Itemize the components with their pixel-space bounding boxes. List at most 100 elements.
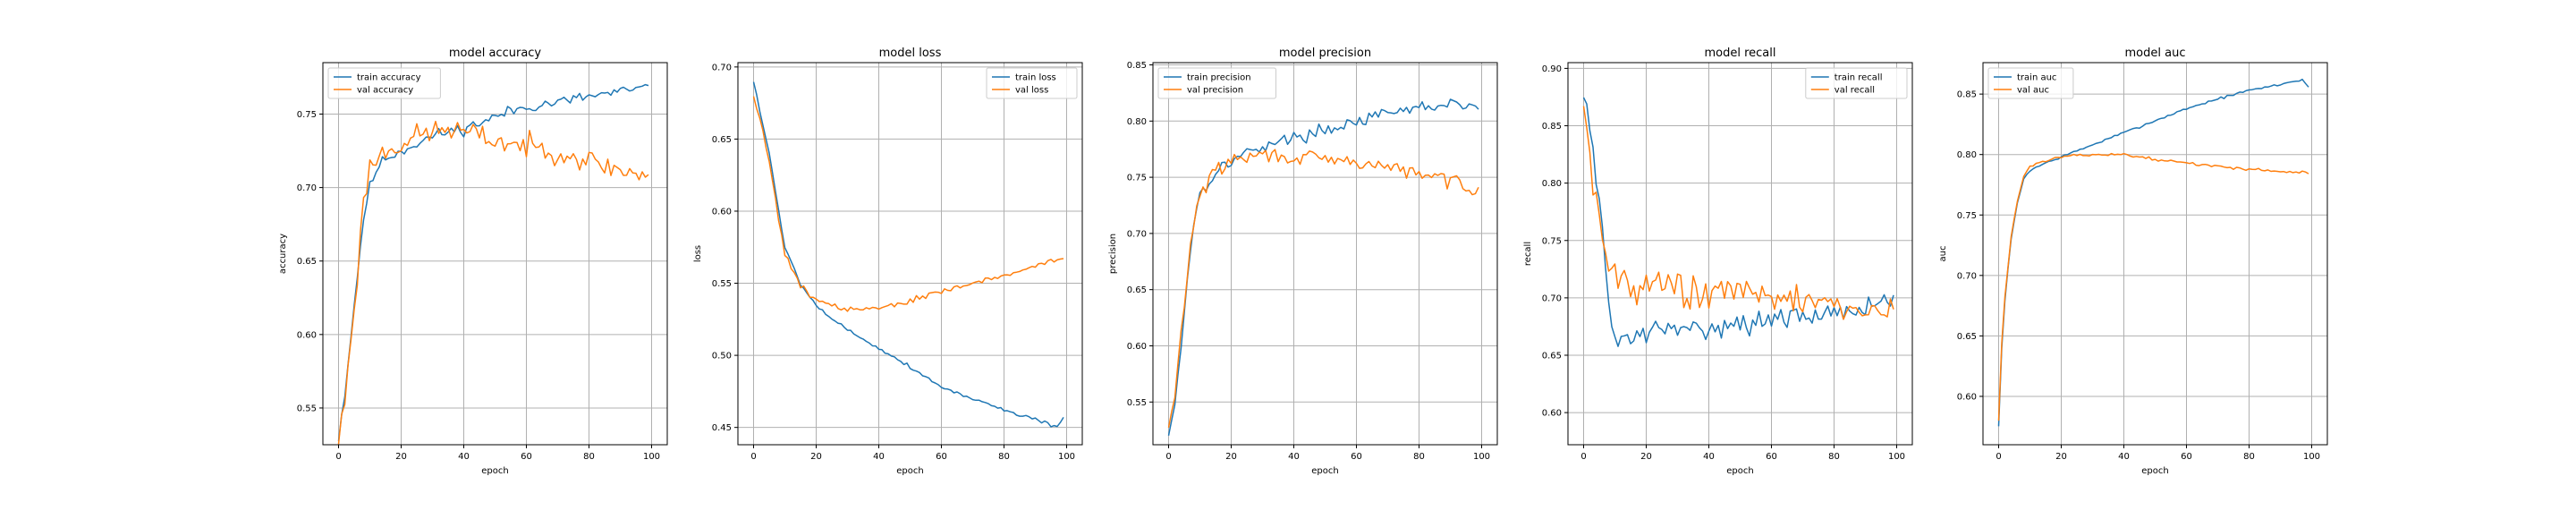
legend-box: [986, 67, 1078, 99]
chart-title: model precision: [1279, 47, 1371, 60]
x-tick-label: 100: [1473, 452, 1490, 462]
x-tick-label: 20: [1640, 452, 1652, 462]
legend-label: train accuracy: [357, 73, 421, 83]
axes-frame: [737, 62, 1083, 446]
y-tick-label: 0.55: [1127, 398, 1147, 408]
y-tick-label: 0.65: [1542, 351, 1562, 361]
y-tick-label: 0.70: [712, 63, 732, 72]
x-tick-label: 20: [395, 452, 407, 462]
y-tick-label: 0.65: [297, 257, 317, 267]
legend-label: train recall: [1835, 73, 1883, 83]
axes-frame: [1152, 62, 1498, 446]
y-axis-label: loss: [693, 245, 703, 262]
x-tick-label: 40: [458, 452, 470, 462]
chart-panel-1: 0 20 40 60 80 100 0.55 0.60 0.65 0.70 0.75 model ac…: [278, 47, 668, 476]
x-tick-label: 80: [1828, 452, 1840, 462]
series-line-train: [337, 83, 649, 441]
x-tick-label: 40: [1703, 452, 1715, 462]
chart-panel-4: 0 20 40 60 80 100 0.60 0.65 0.70 0.75 0.80 0.85 0.90…: [1523, 47, 1913, 476]
series-line-train: [752, 81, 1064, 428]
y-tick-label: 0.45: [712, 423, 732, 433]
y-tick-label: 0.75: [1957, 211, 1977, 221]
x-tick-label: 80: [1413, 452, 1425, 462]
x-tick-label: 60: [1351, 452, 1362, 462]
series-line-train: [1997, 78, 2309, 427]
y-axis-label: precision: [1108, 234, 1118, 274]
y-tick-label: 0.75: [297, 110, 317, 120]
chart-panel-3: 0 20 40 60 80 100 0.55 0.60 0.65 0.70 0.75 0.80 0.85…: [1108, 47, 1498, 476]
series-line-val: [337, 120, 649, 445]
y-tick-label: 0.60: [297, 330, 317, 340]
y-tick-label: 0.80: [1127, 117, 1147, 127]
y-tick-label: 0.70: [297, 183, 317, 193]
x-tick-label: 100: [2303, 452, 2320, 462]
y-tick-label: 0.55: [712, 279, 732, 289]
x-tick-label: 60: [2181, 452, 2192, 462]
x-tick-label: 40: [1288, 452, 1300, 462]
y-tick-label: 0.85: [1957, 90, 1977, 100]
x-tick-label: 0: [1580, 452, 1586, 462]
y-axis-label: recall: [1523, 242, 1533, 266]
y-tick-label: 0.90: [1542, 64, 1562, 74]
series-line-val: [752, 96, 1064, 312]
chart-panel-2: 0 20 40 60 80 100 0.45 0.50 0.55 0.60 0.65 0.70 mode…: [693, 47, 1083, 476]
y-tick-label: 0.75: [1542, 236, 1562, 246]
legend: train auc val auc: [1987, 67, 2074, 99]
y-tick-label: 0.75: [1127, 174, 1147, 183]
legend-box: [1987, 67, 2074, 99]
x-tick-label: 20: [810, 452, 822, 462]
legend-label: val precision: [1187, 86, 1243, 96]
x-tick-label: 0: [1165, 452, 1171, 462]
y-tick-label: 0.60: [1957, 392, 1977, 402]
legend-box: [1805, 67, 1908, 99]
legend: train loss val loss: [986, 67, 1078, 99]
legend-label: val loss: [1015, 86, 1048, 96]
series-line-val: [1997, 152, 2309, 421]
chart-title: model auc: [2125, 47, 2186, 60]
x-tick-label: 20: [2055, 452, 2067, 462]
y-tick-label: 0.85: [1542, 122, 1562, 132]
x-tick-label: 0: [1996, 452, 2001, 462]
chart-panel-5: 0 20 40 60 80 100 0.60 0.65 0.70 0.75 0.80 0.85 mode…: [1938, 47, 2328, 476]
y-tick-label: 0.60: [712, 207, 732, 217]
chart-title: model loss: [879, 47, 942, 60]
y-tick-label: 0.85: [1127, 61, 1147, 71]
x-axis-label: epoch: [2141, 466, 2168, 476]
x-axis-label: epoch: [1726, 466, 1753, 476]
x-tick-label: 100: [643, 452, 660, 462]
axes-frame: [322, 62, 668, 446]
x-axis-label: epoch: [896, 466, 923, 476]
y-tick-label: 0.70: [1957, 271, 1977, 281]
x-tick-label: 20: [1225, 452, 1237, 462]
x-tick-label: 0: [750, 452, 756, 462]
legend-label: train loss: [1015, 73, 1056, 83]
x-axis-label: epoch: [1311, 466, 1338, 476]
x-tick-label: 60: [1766, 452, 1777, 462]
y-axis-label: auc: [1938, 246, 1948, 262]
series-line-train: [1167, 98, 1479, 436]
series-line-val: [1582, 106, 1894, 320]
x-tick-label: 40: [2118, 452, 2130, 462]
legend-box: [1157, 67, 1276, 99]
y-tick-label: 0.60: [1542, 409, 1562, 419]
x-tick-label: 100: [1888, 452, 1905, 462]
x-axis-label: epoch: [481, 466, 508, 476]
legend: train recall val recall: [1805, 67, 1908, 99]
y-tick-label: 0.60: [1127, 342, 1147, 352]
x-tick-label: 60: [521, 452, 532, 462]
y-tick-label: 0.50: [712, 352, 732, 362]
x-tick-label: 80: [583, 452, 595, 462]
axes-frame: [1982, 62, 2328, 446]
x-tick-label: 40: [873, 452, 885, 462]
x-tick-label: 80: [998, 452, 1010, 462]
chart-title: model accuracy: [449, 47, 542, 60]
x-tick-label: 0: [335, 452, 341, 462]
series-line-train: [1582, 97, 1894, 347]
legend-label: val auc: [2017, 86, 2049, 96]
series-line-val: [1167, 149, 1479, 429]
legend-label: val recall: [1835, 86, 1875, 96]
x-tick-label: 60: [936, 452, 947, 462]
y-tick-label: 0.70: [1542, 294, 1562, 303]
